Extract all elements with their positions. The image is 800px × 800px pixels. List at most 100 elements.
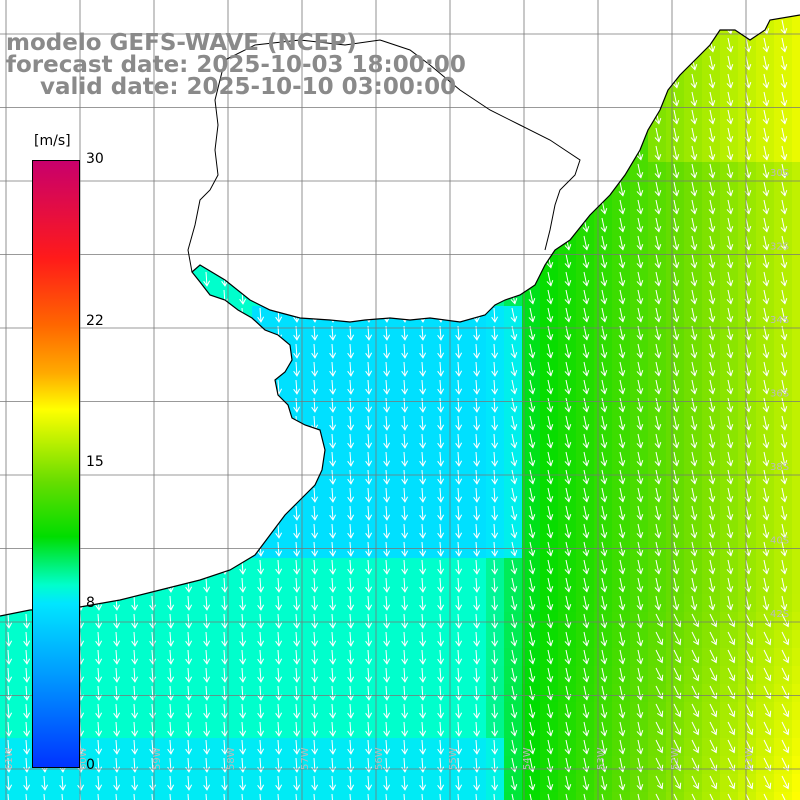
speed-cell — [0, 450, 19, 469]
speed-cell — [630, 0, 649, 19]
speed-cell — [306, 270, 325, 289]
wind-arrow — [275, 217, 283, 233]
wind-arrow — [149, 793, 157, 800]
speed-cell — [666, 612, 685, 631]
speed-cell — [792, 108, 800, 127]
wind-arrow — [600, 307, 608, 323]
speed-cell — [522, 72, 541, 91]
speed-cell — [198, 774, 217, 793]
wind-arrow — [491, 91, 499, 107]
speed-cell — [522, 216, 541, 235]
wind-arrow — [564, 559, 572, 575]
speed-cell — [180, 594, 199, 613]
speed-cell — [792, 612, 800, 631]
wind-arrow — [185, 721, 193, 737]
wind-arrow — [329, 541, 337, 557]
wind-arrow — [708, 379, 716, 395]
wind-arrow — [203, 217, 211, 233]
wind-arrow — [23, 559, 31, 575]
speed-cell — [558, 90, 577, 109]
speed-cell — [162, 558, 181, 577]
speed-cell — [252, 126, 271, 145]
wind-arrow — [673, 775, 682, 790]
speed-cell — [108, 432, 127, 451]
speed-cell — [360, 414, 379, 433]
wind-arrow — [347, 289, 355, 305]
wind-arrow — [709, 793, 718, 800]
wind-arrow — [672, 577, 680, 593]
wind-arrow — [365, 271, 373, 287]
wind-arrow — [437, 433, 445, 449]
speed-cell — [432, 630, 451, 649]
speed-cell — [774, 738, 793, 757]
wind-arrow — [239, 595, 247, 611]
wind-arrow — [293, 199, 301, 215]
wind-arrow — [131, 433, 139, 449]
wind-arrow — [510, 667, 518, 683]
wind-arrow — [618, 145, 626, 161]
wind-arrow — [636, 307, 644, 323]
wind-arrow — [780, 289, 788, 305]
wind-arrow — [221, 379, 229, 395]
speed-cell — [720, 720, 739, 739]
wind-arrow — [329, 379, 337, 395]
colorbar — [32, 160, 80, 768]
wind-arrow — [275, 685, 283, 701]
speed-cell — [126, 342, 145, 361]
model-title: modelo GEFS-WAVE (NCEP) — [6, 30, 357, 56]
wind-arrow — [673, 685, 682, 700]
wind-arrow — [491, 703, 499, 719]
wind-arrow — [564, 415, 572, 431]
speed-cell — [630, 108, 649, 127]
speed-cell — [144, 144, 163, 163]
speed-cell — [468, 234, 487, 253]
speed-cell — [324, 666, 343, 685]
wind-arrow — [257, 523, 265, 539]
wind-arrow — [455, 379, 463, 395]
wind-arrow — [654, 595, 662, 611]
wind-arrow — [383, 343, 391, 359]
speed-cell — [648, 702, 667, 721]
wind-arrow — [726, 73, 734, 89]
wind-arrow — [781, 613, 790, 628]
wind-arrow — [528, 523, 536, 539]
wind-arrow — [437, 289, 445, 305]
speed-cell — [198, 126, 217, 145]
speed-cell — [0, 432, 19, 451]
wind-arrow — [257, 253, 265, 269]
wind-arrow — [455, 253, 463, 269]
speed-cell — [576, 72, 595, 91]
speed-cell — [234, 612, 253, 631]
speed-cell — [396, 738, 415, 757]
speed-cell — [288, 270, 307, 289]
speed-cell — [144, 216, 163, 235]
speed-cell — [468, 216, 487, 235]
wind-arrow — [167, 199, 175, 215]
speed-cell — [108, 774, 127, 793]
speed-cell — [270, 468, 289, 487]
speed-cell — [504, 72, 523, 91]
wind-arrow — [726, 253, 734, 269]
wind-arrow — [419, 145, 427, 161]
wind-arrow — [329, 703, 337, 719]
speed-cell — [468, 594, 487, 613]
wind-arrow — [546, 307, 554, 323]
speed-cell — [270, 270, 289, 289]
wind-arrow — [618, 361, 626, 377]
speed-cell — [90, 342, 109, 361]
speed-cell — [774, 756, 793, 775]
speed-cell — [180, 306, 199, 325]
wind-arrow — [275, 199, 283, 215]
speed-cell — [216, 702, 235, 721]
speed-cell — [522, 180, 541, 199]
speed-cell — [540, 90, 559, 109]
speed-cell — [36, 774, 55, 793]
wind-arrow — [23, 739, 31, 755]
speed-cell — [432, 504, 451, 523]
wind-arrow — [293, 181, 301, 197]
speed-cell — [486, 180, 505, 199]
wind-arrow — [618, 127, 626, 143]
speed-cell — [594, 36, 613, 55]
wind-arrow — [329, 415, 337, 431]
wind-arrow — [618, 91, 626, 107]
